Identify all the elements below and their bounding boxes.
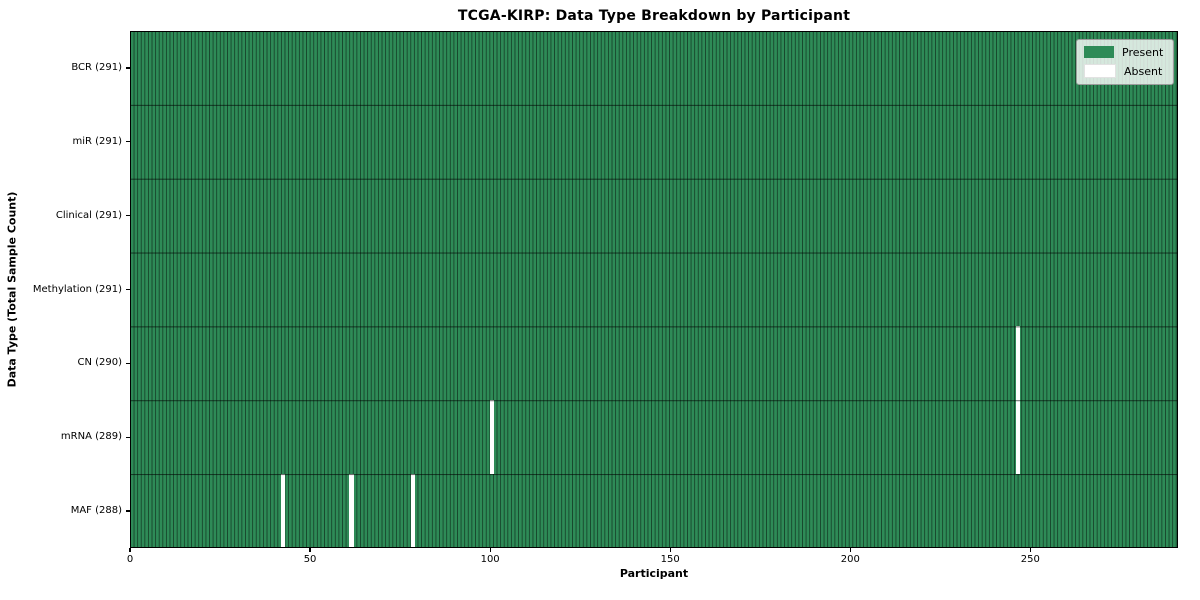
x-tick-mark [1029, 548, 1031, 552]
chart-title: TCGA-KIRP: Data Type Breakdown by Partic… [457, 8, 851, 24]
x-tick-mark [309, 548, 311, 552]
absent-cell-mRNA-246 [1015, 400, 1020, 475]
y-tick-mark [126, 67, 130, 69]
x-tick-mark [849, 548, 851, 552]
y-tick-mark [126, 288, 130, 291]
x-tick-mark [669, 548, 671, 552]
x-tick-label-150: 150 [660, 554, 680, 565]
x-tick-label-200: 200 [840, 554, 860, 565]
x-tick-label-100: 100 [480, 554, 500, 565]
legend-item-absent: Absent [1084, 64, 1166, 78]
x-axis-label: Participant [619, 567, 689, 580]
y-tick-mark [126, 215, 130, 217]
y-tick-mark [126, 436, 130, 438]
absent-cell-MAF-42 [280, 474, 286, 548]
y-tick-label-miR: miR (291) [72, 135, 122, 147]
legend: Present Absent [1076, 39, 1174, 85]
plot-area: Present Absent [130, 31, 1178, 548]
legend-swatch-absent [1084, 64, 1116, 78]
y-tick-mark [126, 362, 130, 364]
x-tick-mark [129, 548, 131, 552]
x-tick-label-50: 50 [303, 554, 317, 565]
absent-cell-MAF-61 [349, 474, 354, 548]
y-tick-label-CN: CN (290) [77, 357, 122, 369]
absent-cell-CN-246 [1015, 326, 1020, 401]
x-tick-label-250: 250 [1020, 554, 1040, 565]
y-tick-label-MAF: MAF (288) [70, 505, 122, 517]
legend-item-present: Present [1084, 46, 1166, 58]
y-tick-mark [126, 141, 130, 143]
absent-cell-MAF-78 [410, 474, 415, 548]
x-tick-mark [489, 548, 491, 552]
absent-cells-layer [130, 31, 1178, 548]
y-tick-label-BCR: BCR (291) [71, 61, 122, 73]
y-tick-mark [126, 510, 130, 512]
legend-label: Absent [1124, 64, 1163, 78]
y-tick-label-mRNA: mRNA (289) [60, 431, 122, 443]
x-tick-label-0: 0 [126, 554, 134, 565]
legend-swatch-present [1084, 46, 1114, 58]
y-tick-label-Methylation: Methylation (291) [32, 283, 122, 295]
y-tick-label-Clinical: Clinical (291) [55, 209, 122, 221]
absent-cell-mRNA-100 [489, 400, 495, 475]
legend-label: Present [1122, 45, 1164, 59]
